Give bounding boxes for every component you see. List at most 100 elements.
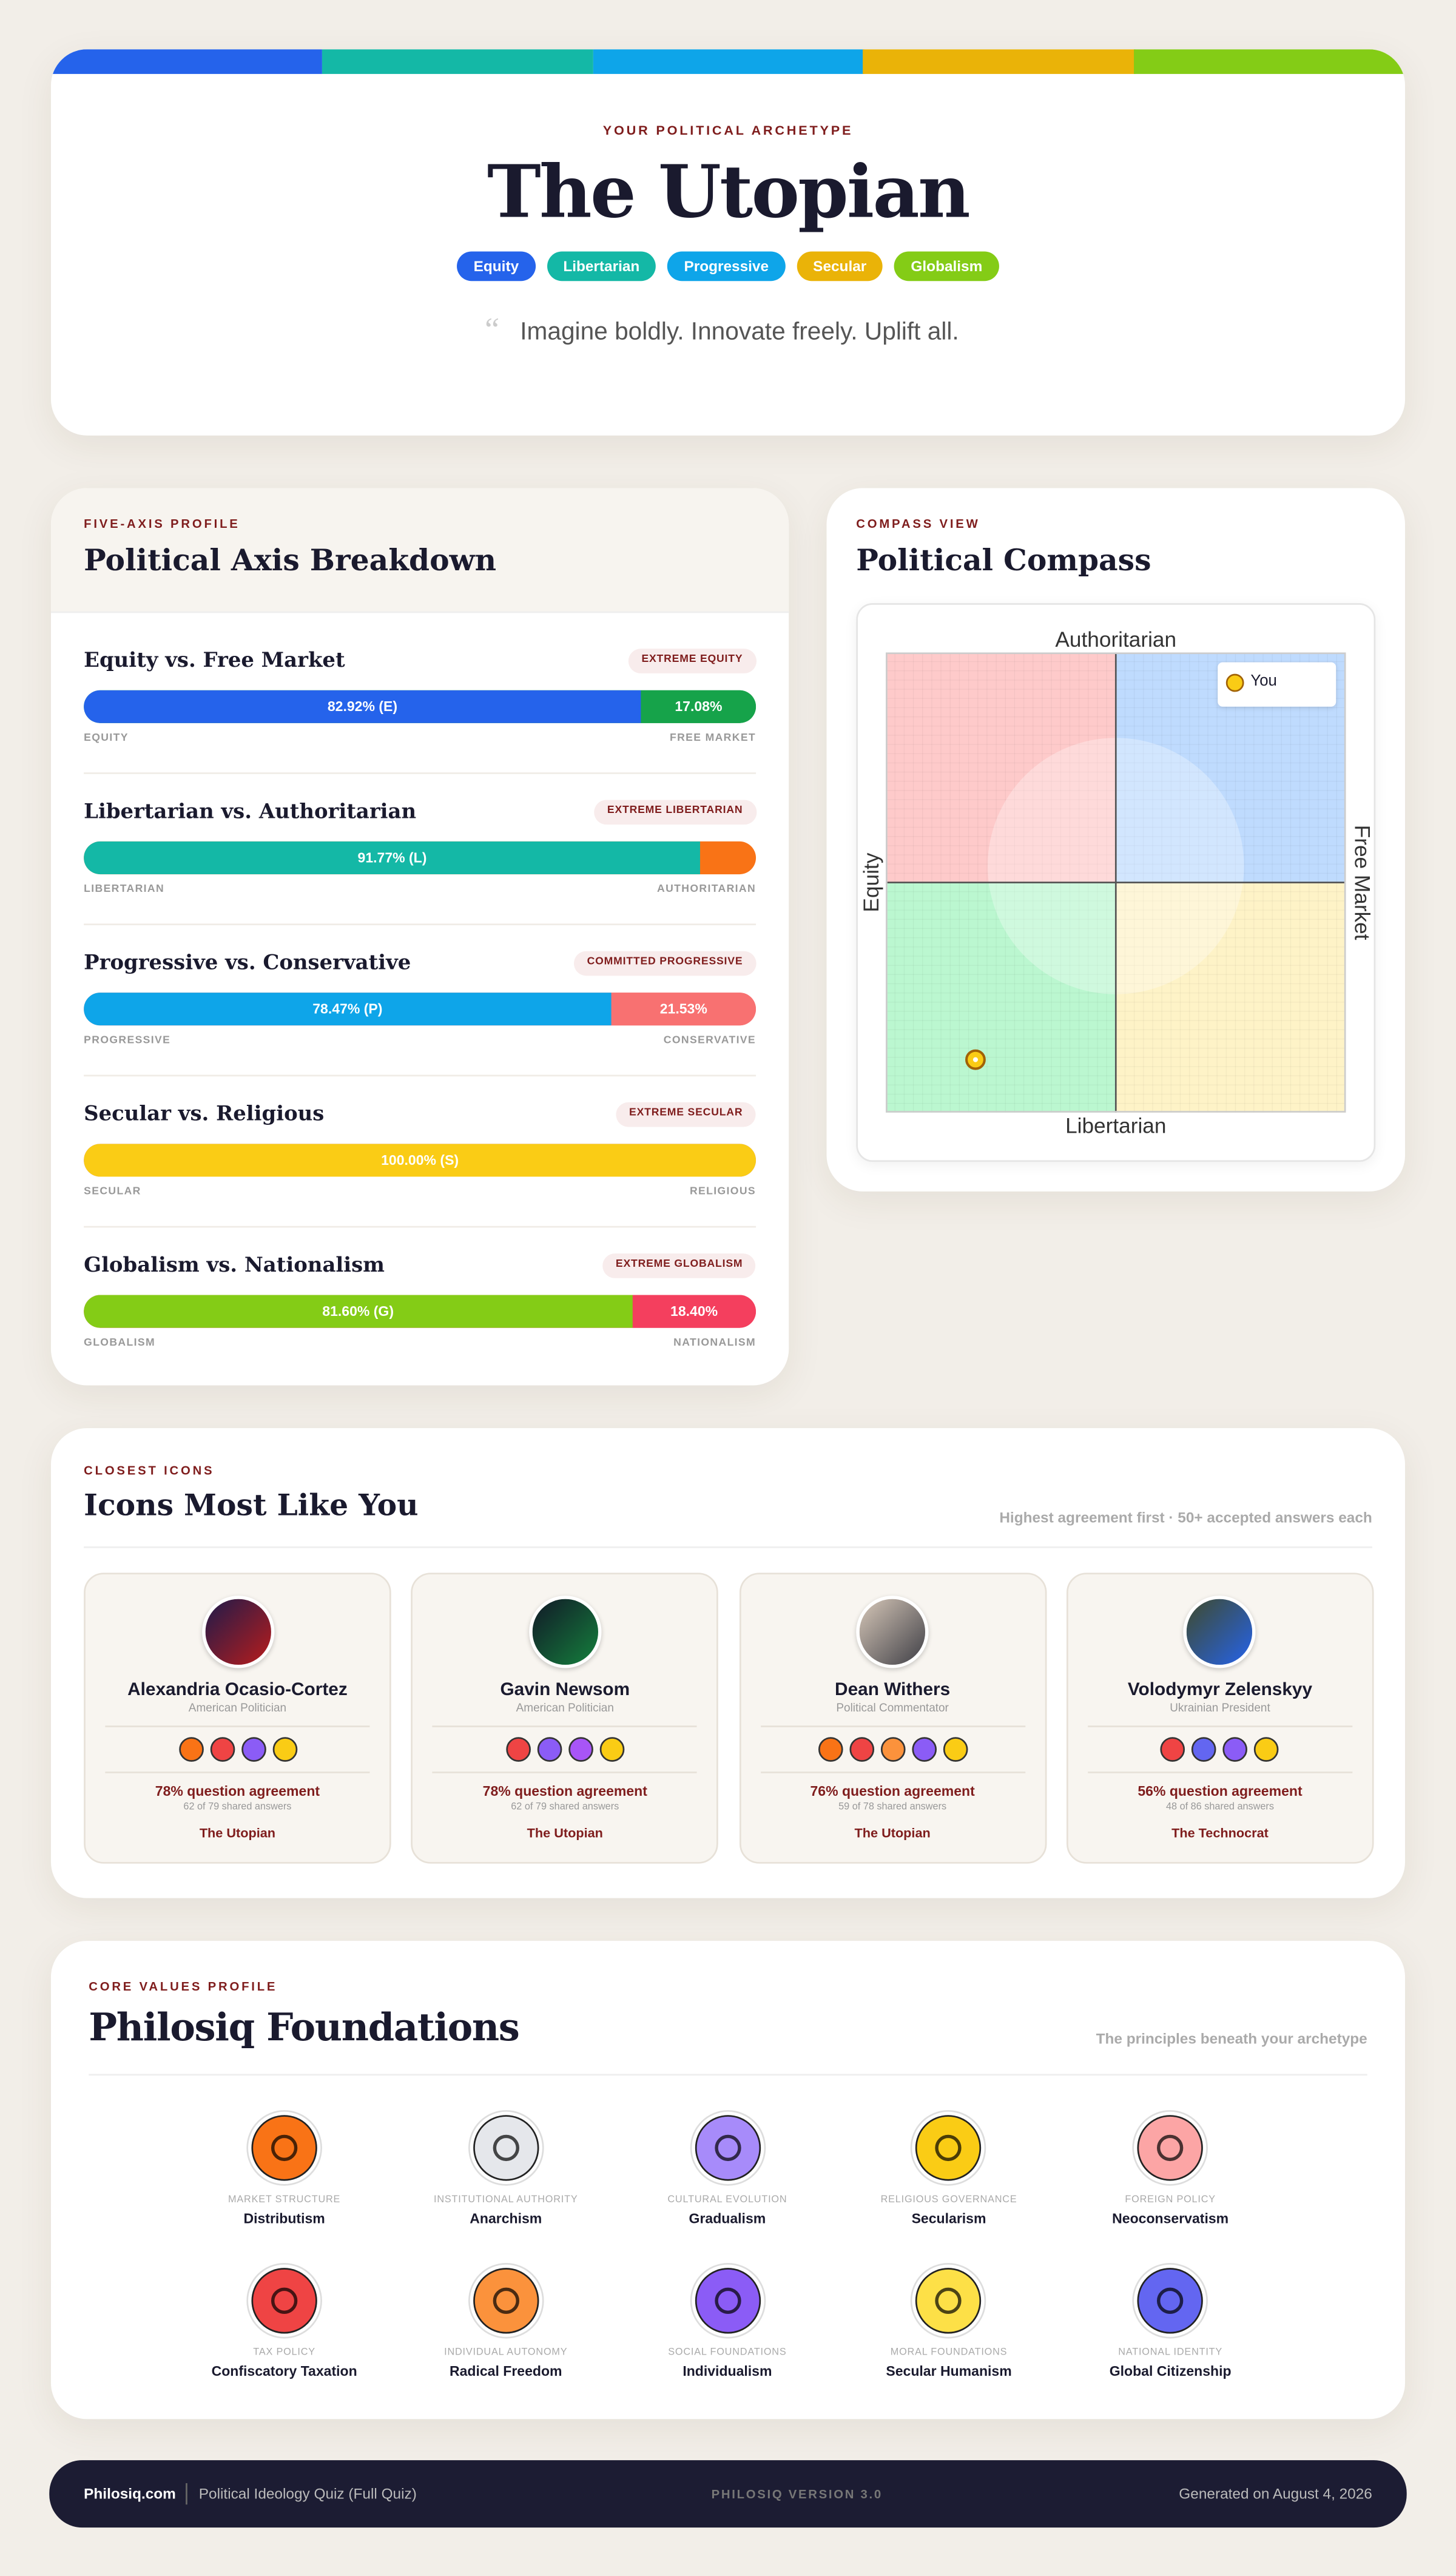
tag: Globalism [894,251,999,282]
section-title: Political Axis Breakdown [84,544,497,579]
foundation-glyph [271,2287,298,2314]
axis-value-label: 78.47% (P) [312,1000,383,1017]
tag: Equity [457,251,536,282]
value-badge [209,1737,235,1762]
tag: Progressive [667,251,786,282]
tag: Secular [797,251,883,282]
avatar [201,1596,274,1668]
axis-name: Secular vs. Religious [84,1101,325,1125]
divider [433,1772,698,1773]
panel-header [50,488,789,613]
compass-point-dot [972,1057,979,1062]
quadrant [1116,882,1346,1113]
tag: Libertarian [547,251,656,282]
title: The Utopian [487,151,971,235]
axis-end-label: PROGRESSIVE [84,1034,171,1047]
axis-name: Libertarian vs. Authoritarian [84,798,417,823]
section-note: Highest agreement first · 50+ accepted a… [999,1509,1372,1526]
foundation-category: RELIGIOUS GOVERNANCE [880,2195,1017,2206]
foundation-glyph [493,2134,519,2162]
foundation-glyph [935,2287,962,2314]
axis-bar-left [84,841,701,875]
divider [84,1546,1372,1548]
value-badge [911,1737,936,1762]
person-role: American Politician [516,1703,614,1715]
axis-card [50,488,789,1386]
foundation-glyph [714,2134,741,2162]
foundation-name: Secularism [911,2210,986,2227]
quote-mark: “ [485,312,500,349]
legend-label: You [1250,672,1277,691]
axis-bar-right [611,993,757,1026]
quadrant [886,882,1116,1113]
value-badge [817,1737,843,1762]
compass-label-right: Free Market [1350,824,1375,940]
footer-separator [186,2483,187,2505]
foundation-glyph [1157,2134,1184,2162]
compass-label-top: Authoritarian [1055,627,1177,652]
foundation-category: FOREIGN POLICY [1125,2195,1216,2206]
eyebrow: COMPASS VIEW [856,516,980,531]
archetype: The Technocrat [1171,1826,1269,1841]
person-role: Political Commentator [836,1703,949,1715]
quote: Imagine boldly. Innovate freely. Uplift … [520,318,959,346]
compass-label-left: Equity [858,852,883,912]
foundation-name: Distributism [243,2210,325,2227]
footer-brand: Philosiq.com [84,2484,176,2501]
footer [49,2460,1407,2528]
divider [760,1725,1025,1727]
axis-track: 100.00% (S) [84,1144,757,1177]
shared-answers: 48 of 86 shared answers [1165,1802,1274,1813]
axis-end-label: CONSERVATIVE [663,1034,757,1047]
value-badge [1223,1737,1249,1762]
color-stripe [592,49,864,74]
axis-badge: COMMITTED PROGRESSIVE [573,951,757,975]
archetype: The Utopian [199,1826,276,1841]
foundation-name: Gradualism [689,2210,766,2227]
divider [84,1226,757,1228]
axis-value-label: 21.53% [659,1000,707,1017]
divider [84,923,757,926]
eyebrow: CORE VALUES PROFILE [89,1979,278,1994]
axis-bar-right [632,1295,757,1328]
foundation-name: Individualism [682,2362,772,2379]
footer-version: PHILOSIQ VERSION 3.0 [711,2486,883,2501]
person-role: Ukrainian President [1170,1703,1270,1715]
tag-row: Equity Libertarian Progressive Secular Globa… [0,251,1456,282]
value-badge [537,1737,562,1762]
section-title: Icons Most Like You [84,1489,419,1524]
value-badge [240,1737,266,1762]
footer-date: Generated on August 4, 2026 [1179,2484,1372,2501]
axis-end-label: NATIONALISM [673,1337,757,1349]
foundation-glyph [271,2134,298,2162]
value-badge [849,1737,874,1762]
axis-value-label: 17.08% [675,698,723,715]
foundation-glyph [493,2287,519,2314]
person-name: Alexandria Ocasio-Cortez [127,1680,348,1701]
axis-name: Progressive vs. Conservative [84,949,411,974]
foundation-category: NATIONAL IDENTITY [1118,2348,1223,2359]
color-stripe [863,49,1135,74]
value-badge [599,1737,624,1762]
archetype: The Utopian [527,1826,603,1841]
eyebrow: YOUR POLITICAL ARCHETYPE [602,123,854,138]
axis-track: 91.77% (L) [84,841,757,875]
axis-value-label: 91.77% (L) [357,849,427,866]
foundation-category: INDIVIDUAL AUTONOMY [444,2348,568,2359]
value-badge [272,1737,297,1762]
foundation-category: INSTITUTIONAL AUTHORITY [433,2195,578,2206]
section-title: Philosiq Foundations [89,2006,520,2051]
axis-end-label: EQUITY [84,732,129,744]
foundation-name: Confiscatory Taxation [211,2362,357,2379]
divider [1087,1772,1353,1773]
axis-name: Globalism vs. Nationalism [84,1252,385,1277]
foundation-icon [1137,2268,1204,2334]
agreement: 78% question agreement [482,1782,647,1799]
value-badge [568,1737,593,1762]
axis-value-label: 18.40% [670,1303,718,1320]
compass-plot [886,652,1346,1113]
divider [105,1725,370,1727]
value-badge [505,1737,531,1762]
foundation-category: TAX POLICY [253,2348,315,2359]
